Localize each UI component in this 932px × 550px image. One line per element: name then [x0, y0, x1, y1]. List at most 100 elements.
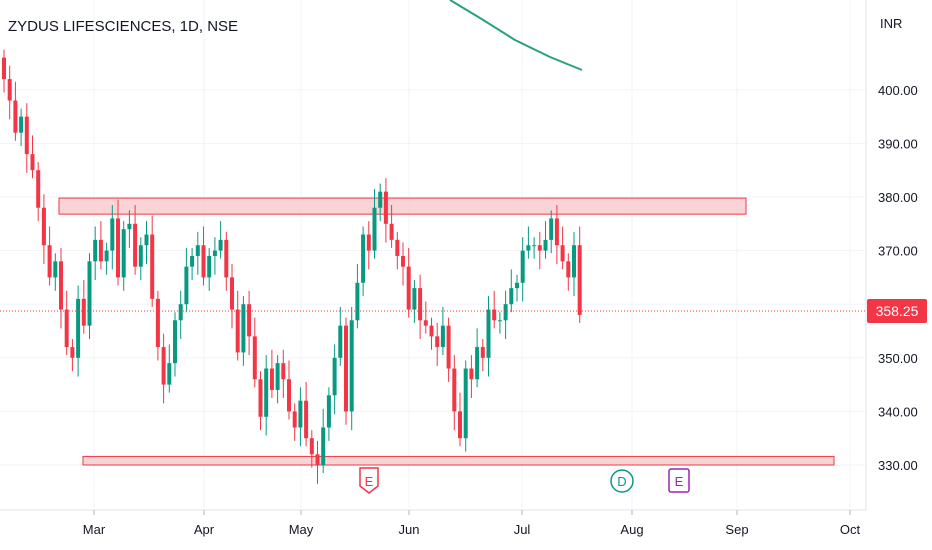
candle-body: [435, 336, 440, 348]
candle-body: [30, 154, 35, 171]
candle-body: [480, 347, 485, 358]
candle-body: [287, 379, 291, 412]
candle-body: [566, 261, 571, 278]
candle-body: [549, 218, 554, 240]
candle-body: [241, 304, 246, 353]
candle-body: [349, 320, 354, 412]
candle-body: [543, 239, 548, 251]
candle-body: [258, 379, 263, 417]
candle-body: [298, 400, 303, 428]
candle-body: [230, 277, 234, 310]
candle-body: [116, 218, 120, 278]
x-tick-label: May: [289, 522, 314, 537]
candle-body: [138, 245, 143, 267]
candle-body: [252, 336, 257, 380]
y-tick-label: 340.00: [878, 404, 918, 419]
candle-body: [264, 368, 269, 417]
candle-body: [321, 427, 326, 465]
candle-body: [70, 347, 75, 358]
candle-body: [150, 234, 155, 299]
event-label: D: [617, 474, 626, 489]
candle-body: [401, 255, 405, 267]
candle-body: [190, 255, 195, 267]
earnings-event-icon: [359, 467, 379, 494]
candle-body: [24, 116, 29, 155]
x-tick-label: Apr: [194, 522, 215, 537]
x-tick-label: Sep: [725, 522, 748, 537]
candle-body: [554, 218, 559, 246]
y-tick-label: 390.00: [878, 136, 918, 151]
candle-body: [418, 288, 423, 321]
event-label: E: [675, 474, 684, 489]
candle-body: [144, 234, 149, 246]
candle-body: [509, 288, 514, 305]
candle-body: [207, 255, 212, 278]
candle-body: [537, 245, 542, 251]
candle-body: [366, 234, 371, 251]
y-tick-label: 330.00: [878, 458, 918, 473]
x-tick-label: Jul: [514, 522, 531, 537]
zone-support: [82, 455, 835, 466]
candle-body: [64, 309, 69, 348]
candle-body: [212, 250, 217, 256]
currency-label: INR: [880, 16, 902, 31]
candle-body: [577, 245, 582, 315]
candle-body: [178, 304, 183, 321]
candle-body: [469, 368, 474, 380]
candle-body: [247, 304, 252, 337]
candle-body: [526, 245, 531, 251]
x-tick-label: Jun: [399, 522, 420, 537]
grid: [0, 0, 867, 511]
candle-body: [292, 411, 297, 428]
candle-body: [81, 298, 86, 326]
candle-body: [492, 309, 497, 321]
candle-body: [446, 325, 451, 369]
candle-body: [463, 368, 468, 439]
x-tick-label: Oct: [840, 522, 861, 537]
candle-body: [475, 347, 480, 380]
price-axis[interactable]: INR 330.00340.00350.00360.00370.00380.00…: [878, 16, 918, 473]
candle-body: [275, 363, 280, 390]
last-price-value: 358.25: [876, 303, 919, 319]
candle-body: [7, 79, 12, 101]
y-tick-label: 370.00: [878, 244, 918, 259]
time-axis[interactable]: Mar Apr May Jun Jul Aug Sep Oct: [83, 510, 861, 537]
zone-resistance: [58, 197, 747, 215]
y-tick-label: 380.00: [878, 190, 918, 205]
candle-body: [372, 207, 377, 251]
candle-body: [2, 57, 6, 80]
candle-body: [93, 239, 98, 262]
candle-body: [486, 309, 491, 358]
candle-body: [309, 438, 314, 455]
candle-body: [532, 245, 537, 247]
candle-body: [383, 191, 388, 224]
earnings-event-icon: [668, 468, 690, 493]
moving-average: [449, 0, 583, 71]
candle-body: [452, 368, 457, 412]
candle-body: [560, 245, 565, 262]
candle-body: [389, 223, 394, 240]
candle-body: [184, 266, 189, 305]
chart-title: ZYDUS LIFESCIENCES, 1D, NSE: [8, 18, 239, 35]
candle-body: [304, 400, 309, 439]
candle-body: [429, 325, 434, 337]
candle-body: [201, 245, 206, 278]
candle-body: [155, 298, 160, 348]
candle-body: [378, 191, 383, 208]
candle-body: [315, 454, 320, 465]
candle-body: [355, 282, 360, 321]
candle-body: [520, 250, 525, 283]
candle-body: [104, 250, 109, 262]
candles: [2, 49, 582, 484]
candle-body: [13, 100, 18, 133]
candle-body: [338, 325, 343, 358]
candle-body: [269, 368, 274, 390]
candle-body: [412, 288, 417, 310]
y-tick-label: 400.00: [878, 83, 918, 98]
candle-body: [47, 245, 52, 278]
candle-body: [235, 309, 240, 353]
candle-body: [53, 261, 58, 278]
candle-body: [218, 239, 223, 251]
